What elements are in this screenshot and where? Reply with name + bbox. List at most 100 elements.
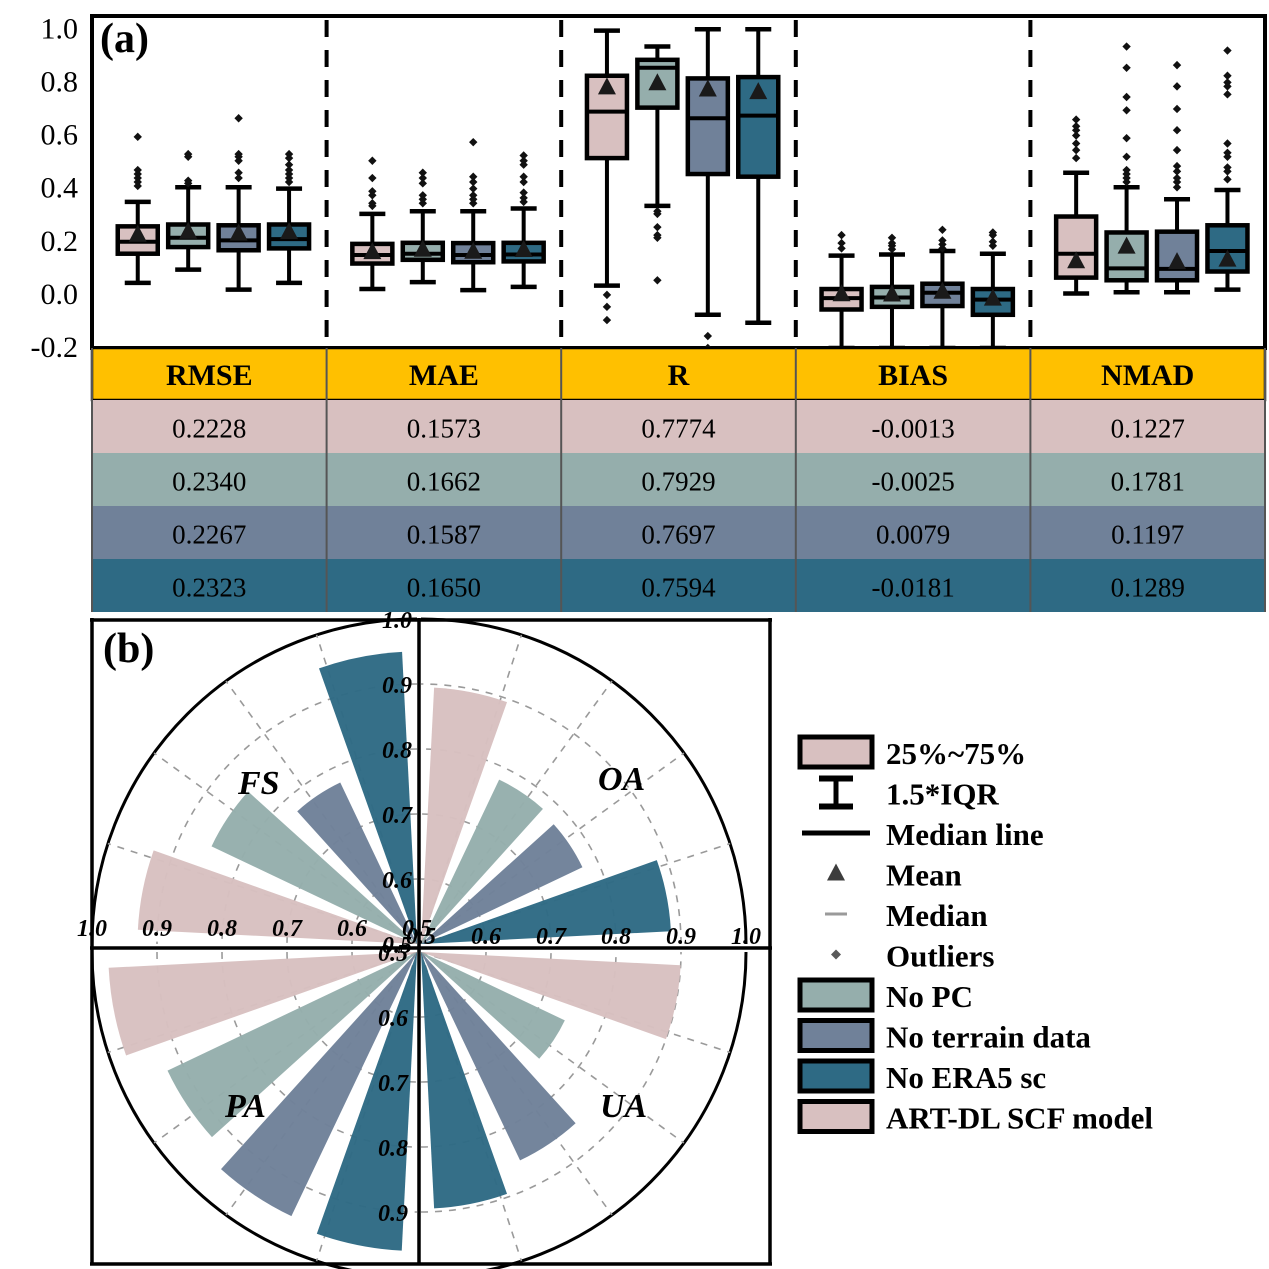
mean-marker [413, 239, 432, 257]
polar-tick-ua: 1.0 [731, 924, 761, 950]
outlier-point [1122, 133, 1131, 143]
boxplot-item [1053, 115, 1099, 296]
outlier-point [418, 173, 427, 183]
legend-mean-triangle [827, 863, 845, 881]
polar-content [90, 952, 417, 1269]
boxplot-item [736, 27, 781, 326]
mean-marker [179, 221, 198, 239]
outlier-point [469, 184, 478, 193]
legend-label: 25%~75% [886, 736, 1026, 771]
table-header-cell: NMAD [1101, 359, 1194, 392]
outlier-point [653, 230, 662, 240]
legend-swatch [797, 1099, 875, 1134]
outlier-point [1071, 115, 1081, 124]
boxplot-item [685, 27, 731, 353]
mean-marker [128, 224, 147, 242]
table-cell: 0.2340 [172, 467, 246, 497]
outlier-point [183, 149, 193, 159]
outlier-point [1223, 46, 1232, 55]
outlier-point [1172, 183, 1182, 192]
table-cell: 0.2228 [172, 414, 246, 444]
polar-grid-ray [421, 752, 685, 944]
boxplot-item [400, 168, 446, 285]
outlier-point [284, 160, 294, 169]
polar-tick-pa: 0.5 [378, 941, 408, 967]
table-header-cell: BIAS [878, 359, 948, 392]
outlier-point [703, 331, 713, 341]
legend-outlier-dot [831, 949, 841, 960]
outlier-point [988, 228, 998, 237]
outlier-point [368, 156, 377, 165]
outlier-point [519, 151, 528, 160]
polar-bar [297, 782, 417, 944]
mean-marker [363, 242, 382, 260]
table-cell: 0.1781 [1111, 467, 1185, 497]
panel-b-label: (b) [103, 626, 154, 672]
polar-tick-fs: 1.0 [77, 916, 107, 942]
polar-quadrant-pa: PA [90, 952, 417, 1269]
polar-bar [137, 850, 417, 944]
outlier-point [1122, 106, 1131, 115]
boxplot-item [165, 149, 211, 272]
outlier-point [368, 187, 377, 196]
polar-bar [421, 952, 565, 1059]
polar-grid-arc [286, 813, 417, 944]
legend-item: Mean [827, 858, 962, 893]
polar-tick-oa: 0.9 [382, 673, 412, 699]
legend-item: No terrain data [797, 1018, 1091, 1055]
outlier-point [418, 168, 427, 177]
polar-grid-arc [421, 952, 682, 1213]
outlier-point [469, 137, 478, 147]
polar-outer-arc [90, 952, 353, 1269]
legend-swatch [797, 1058, 875, 1094]
polar-tick-ua: 0.7 [536, 924, 567, 950]
outlier-point [887, 238, 897, 248]
outlier-point [1071, 153, 1081, 163]
polar-bar [421, 952, 576, 1161]
outlier-point [1172, 60, 1182, 70]
outlier-point [519, 156, 528, 165]
polar-tick-ua: 0.5 [406, 924, 436, 950]
polar-bar [108, 952, 417, 1056]
y-tick-label: 0.8 [41, 65, 79, 98]
polar-quadrant-fs: FS [90, 617, 417, 944]
panel-a-boxplot: -0.2 0.0 0.2 0.4 0.6 0.8 1.0 (a) [31, 12, 1267, 364]
legend-label: Outliers [886, 939, 995, 974]
outlier-point [653, 207, 662, 216]
mean-marker [749, 82, 768, 100]
polar-tick-pa: 0.9 [378, 1201, 408, 1227]
polar-bar [421, 952, 508, 1209]
legend-item: 1.5*IQR [819, 775, 999, 812]
y-tick-label: -0.2 [31, 331, 79, 364]
outlier-point [519, 172, 528, 181]
outlier-point [234, 114, 243, 123]
polar-quadrant-label: OA [598, 761, 645, 798]
table-row [92, 506, 1265, 559]
outlier-point [1172, 161, 1182, 171]
polar-outer-arc [90, 617, 417, 944]
outlier-point [418, 191, 427, 200]
box-rect [1053, 214, 1099, 280]
outlier-point [1223, 175, 1232, 184]
outlier-point [1122, 165, 1131, 175]
outlier-point [234, 173, 243, 183]
outlier-point [1223, 78, 1232, 87]
boxplot-item [450, 137, 496, 293]
polar-grid-ray [421, 952, 685, 1144]
boxplot-item [115, 132, 160, 286]
mean-marker [983, 288, 1002, 306]
polar-grid-ray [421, 952, 523, 1262]
outlier-point [938, 236, 947, 245]
table-cell: 0.0079 [876, 520, 950, 550]
outlier-point [1071, 145, 1081, 155]
polar-grid-ray [421, 952, 731, 1054]
table-cell: 0.7697 [641, 520, 715, 550]
box-rect [1104, 230, 1149, 283]
panel-b-polar: FS OA PA UA 0.5 0.6 0.7 0.8 0.9 1.0 0.5 0.6 0.7 0.8 0.… [77, 608, 772, 1269]
polar-bar [316, 952, 417, 1251]
table-header-cell: RMSE [166, 359, 253, 392]
mean-marker [1067, 251, 1086, 269]
outlier-point [519, 188, 528, 197]
polar-quadrant-oa: OA [421, 617, 748, 944]
